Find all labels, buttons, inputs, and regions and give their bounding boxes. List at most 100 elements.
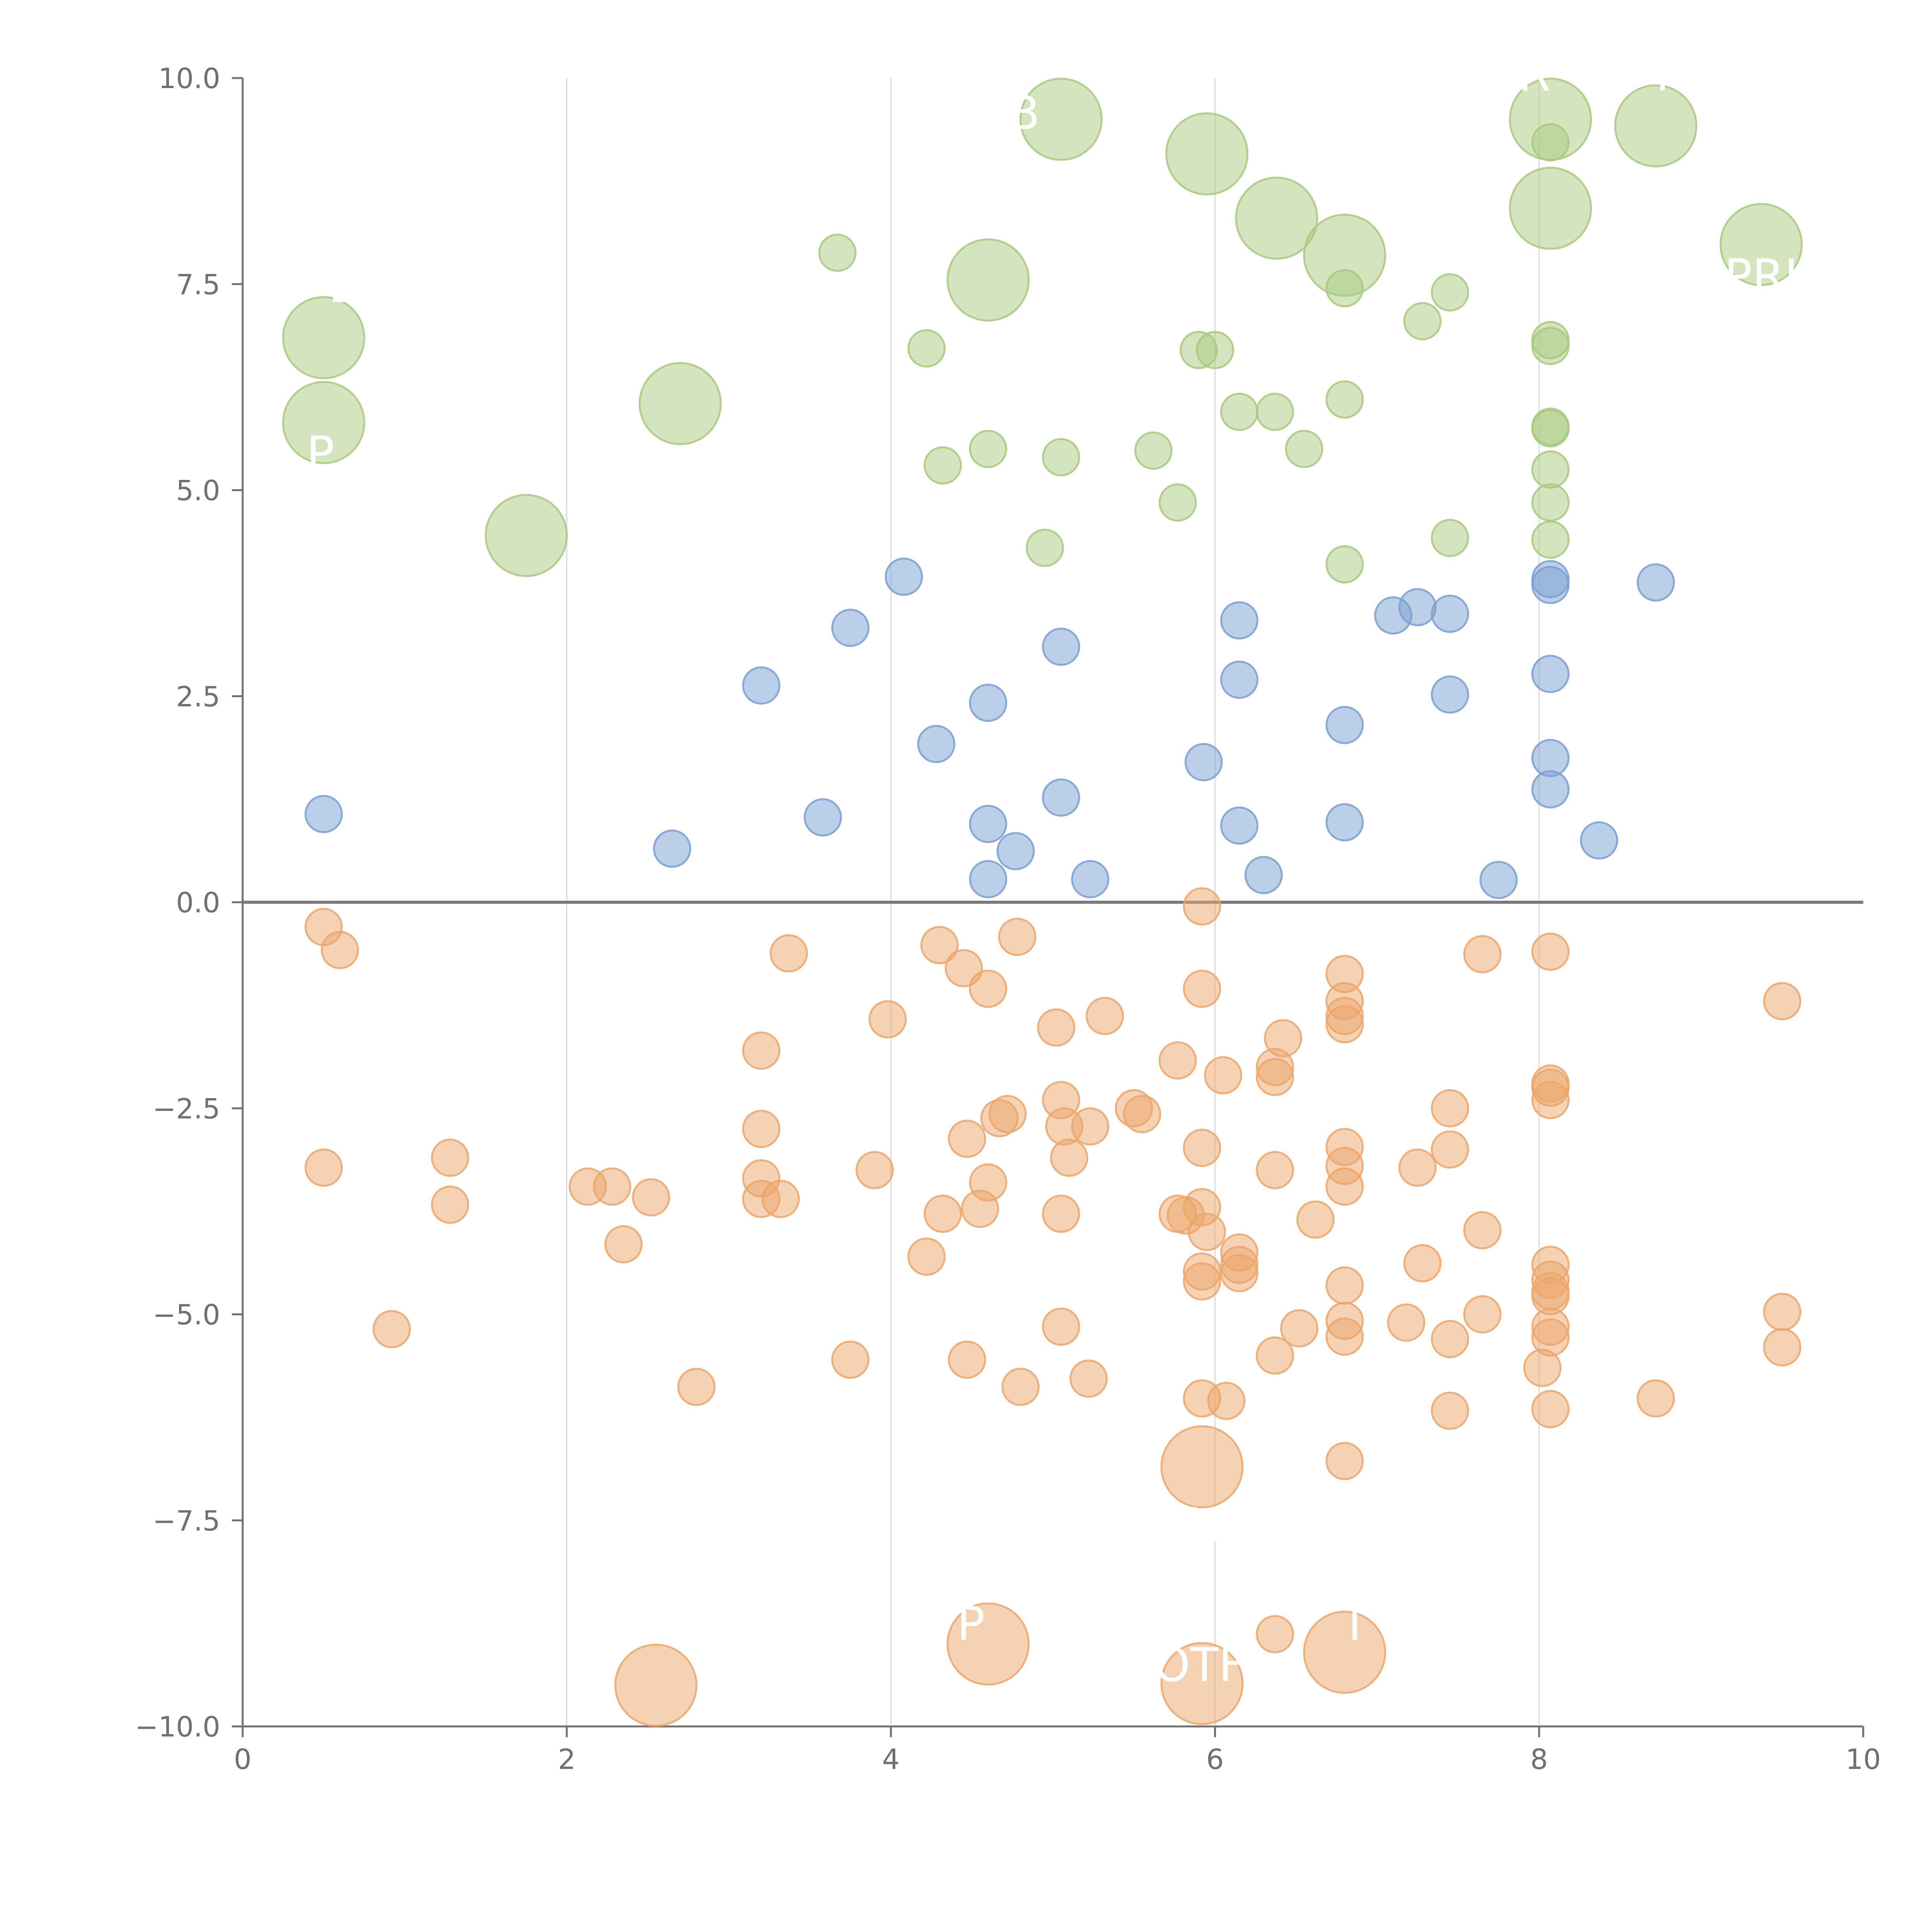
low-point bbox=[632, 1178, 670, 1217]
mid-point bbox=[1220, 660, 1259, 699]
high-point bbox=[1019, 78, 1103, 161]
low-point bbox=[1325, 1266, 1364, 1305]
low-point bbox=[1158, 1041, 1197, 1080]
low-point bbox=[907, 1237, 946, 1276]
y-tick-label: 2.5 bbox=[176, 680, 220, 713]
high-point bbox=[1531, 327, 1570, 365]
low-point bbox=[431, 1138, 469, 1177]
mid-point bbox=[1580, 821, 1618, 860]
mid-point bbox=[1244, 856, 1283, 895]
low-point bbox=[948, 1340, 986, 1379]
mid-point bbox=[969, 684, 1007, 722]
mid-point bbox=[742, 666, 781, 705]
mid-point bbox=[1636, 563, 1675, 602]
low-point bbox=[372, 1310, 411, 1349]
low-point bbox=[604, 1225, 643, 1264]
point-label: F bbox=[1656, 48, 1682, 102]
low-point bbox=[1463, 1211, 1502, 1250]
low-point bbox=[1256, 1151, 1294, 1189]
point-label: R bbox=[1518, 48, 1550, 102]
x-tick-label: 2 bbox=[558, 1743, 576, 1776]
high-point bbox=[1220, 393, 1259, 431]
low-point bbox=[1160, 1642, 1244, 1725]
low-point bbox=[593, 1167, 631, 1206]
x-axis-ticks: 0 2 4 6 8 10 bbox=[234, 1726, 1881, 1776]
mid-point bbox=[1531, 770, 1570, 809]
y-tick-label: 10.0 bbox=[158, 62, 220, 95]
low-point bbox=[1071, 1107, 1109, 1146]
low-point bbox=[1325, 1167, 1364, 1206]
mid-point bbox=[1531, 655, 1570, 693]
high-point bbox=[1531, 483, 1570, 522]
low-point bbox=[1531, 1318, 1570, 1357]
y-axis-ticks: 10.0 7.5 5.0 2.5 0.0 −2.5 −5.0 −7.5 −10.0 bbox=[135, 62, 243, 1743]
low-point bbox=[948, 1119, 986, 1158]
low-point bbox=[1325, 1005, 1364, 1044]
mid-point bbox=[1398, 588, 1437, 626]
low-point bbox=[998, 918, 1037, 956]
low-point bbox=[1037, 1008, 1075, 1047]
low-point bbox=[868, 1000, 907, 1039]
x-tick-label: 8 bbox=[1530, 1743, 1548, 1776]
point-label: JAR bbox=[1163, 1498, 1242, 1552]
high-point bbox=[1403, 302, 1442, 340]
high-point bbox=[1431, 273, 1469, 312]
low-point bbox=[1531, 1081, 1570, 1119]
mid-point bbox=[1325, 706, 1364, 744]
high-point bbox=[1196, 331, 1234, 369]
high-point bbox=[1431, 519, 1469, 557]
high-point bbox=[1158, 483, 1197, 522]
low-point bbox=[1403, 1244, 1442, 1282]
mid-point bbox=[1431, 675, 1469, 714]
mid-point bbox=[969, 860, 1007, 898]
high-point bbox=[1026, 529, 1064, 567]
low-point bbox=[1069, 1359, 1108, 1398]
high-point bbox=[946, 238, 1030, 322]
low-point bbox=[1463, 935, 1502, 973]
low-point bbox=[1463, 1295, 1502, 1333]
y-tick-label: −7.5 bbox=[153, 1505, 220, 1537]
low-point bbox=[1431, 1320, 1469, 1358]
low-point bbox=[1183, 969, 1221, 1008]
high-point bbox=[1256, 393, 1294, 431]
y-tick-label: −5.0 bbox=[153, 1299, 220, 1331]
low-point bbox=[431, 1185, 469, 1224]
mid-point bbox=[1042, 778, 1080, 817]
mid-point bbox=[884, 557, 923, 596]
low-point bbox=[1001, 1367, 1040, 1406]
x-tick-label: 4 bbox=[882, 1743, 900, 1776]
low-point bbox=[1187, 1213, 1226, 1251]
low-point bbox=[1763, 1293, 1801, 1331]
high-point bbox=[907, 329, 946, 368]
low-point bbox=[1183, 1129, 1221, 1167]
low-point bbox=[831, 1340, 870, 1379]
data-points bbox=[282, 78, 1803, 1727]
mid-point bbox=[1325, 803, 1364, 842]
high-point bbox=[1235, 177, 1318, 260]
low-point bbox=[304, 1148, 343, 1187]
low-point bbox=[1183, 1262, 1221, 1301]
point-label: PRI bbox=[1724, 250, 1798, 304]
low-point bbox=[1264, 1019, 1303, 1058]
mid-point bbox=[1531, 566, 1570, 604]
low-point bbox=[1387, 1303, 1425, 1342]
point-labels: E P B R F PRI JAR P F OTH I bbox=[306, 48, 1798, 1692]
mid-point bbox=[917, 724, 956, 763]
x-tick-label: 10 bbox=[1845, 1743, 1881, 1776]
point-label: B bbox=[1008, 87, 1040, 140]
high-point bbox=[485, 494, 568, 577]
low-point bbox=[1207, 1381, 1246, 1420]
high-point bbox=[1531, 409, 1570, 448]
high-point bbox=[1509, 167, 1592, 250]
mid-point bbox=[1431, 594, 1469, 633]
high-point bbox=[282, 381, 366, 464]
low-point bbox=[677, 1367, 716, 1406]
point-label: OTH bbox=[1154, 1639, 1253, 1692]
low-point bbox=[1280, 1309, 1318, 1348]
low-point bbox=[1160, 1425, 1244, 1509]
low-point bbox=[1325, 1317, 1364, 1356]
low-point bbox=[742, 1031, 781, 1070]
low-point bbox=[1398, 1148, 1437, 1187]
low-point bbox=[761, 1180, 800, 1218]
